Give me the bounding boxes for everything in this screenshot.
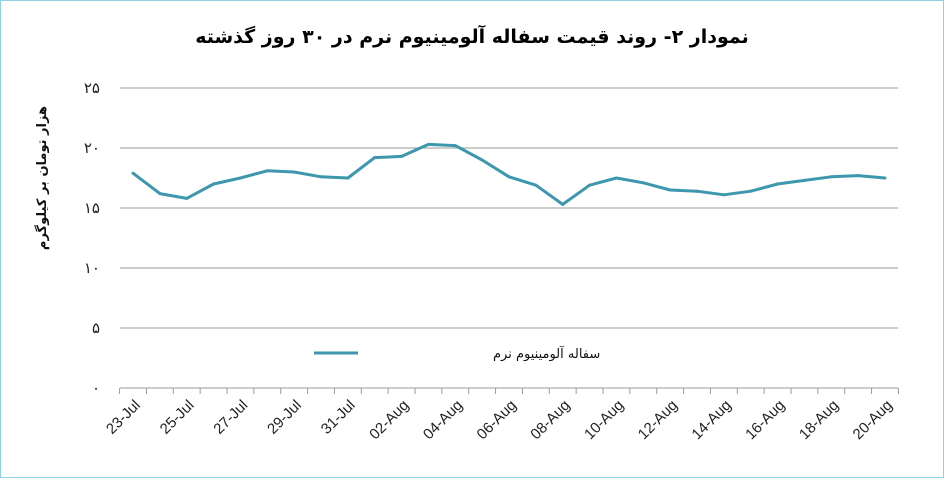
data-point	[883, 176, 887, 180]
x-tick-label: 27-Jul	[210, 397, 251, 438]
data-point	[614, 176, 618, 180]
data-point	[668, 188, 672, 192]
data-point	[802, 178, 806, 182]
data-point	[319, 175, 323, 179]
data-point	[776, 182, 780, 186]
x-tick-label: 31-Jul	[318, 397, 359, 438]
y-tick-label: ۲۵	[84, 80, 100, 97]
x-tick-label: 18-Aug	[796, 397, 842, 443]
x-tick-label: 04-Aug	[420, 397, 466, 443]
x-tick-label: 29-Jul	[264, 397, 305, 438]
y-tick-label: ۵	[92, 320, 100, 337]
data-point	[373, 156, 377, 160]
y-tick-label: ۱۰	[84, 260, 100, 277]
x-axis	[119, 387, 899, 394]
x-tick-label: 20-Aug	[850, 397, 896, 443]
data-point	[265, 169, 269, 173]
x-tick-label: 23-Jul	[103, 397, 144, 438]
data-point	[480, 158, 484, 162]
x-tick-label: 10-Aug	[581, 397, 627, 443]
x-axis-ticks: 23-Jul 25-Jul 27-Jul 29-Jul 31-Jul 02-Aug 04-A…	[103, 397, 896, 443]
x-tick-label: 02-Aug	[366, 397, 412, 443]
data-point	[212, 182, 216, 186]
series-group	[131, 142, 887, 206]
y-tick-label: ۱۵	[84, 200, 100, 217]
y-tick-label: ۰	[92, 380, 100, 397]
series-line	[132, 142, 886, 206]
data-point	[829, 175, 833, 179]
data-point	[534, 183, 538, 187]
y-tick-label: ۲۰	[84, 140, 100, 157]
data-point	[453, 144, 457, 148]
data-point	[346, 176, 350, 180]
x-tick-label: 16-Aug	[742, 397, 788, 443]
x-tick-label: 08-Aug	[527, 397, 573, 443]
data-point	[131, 171, 135, 175]
legend: سفاله آلومینیوم نرم	[314, 345, 600, 362]
data-point	[561, 202, 565, 206]
data-point	[400, 154, 404, 158]
data-point	[292, 170, 296, 174]
data-point	[722, 193, 726, 197]
data-point	[749, 189, 753, 193]
data-point	[426, 142, 430, 146]
data-point	[856, 174, 860, 178]
x-tick-label: 06-Aug	[474, 397, 520, 443]
data-point	[238, 176, 242, 180]
data-point	[695, 189, 699, 193]
data-point	[158, 192, 162, 196]
data-point	[588, 183, 592, 187]
data-point	[185, 196, 189, 200]
data-point	[507, 175, 511, 179]
y-axis-label: هزار تومان بر کیلوگرم	[34, 106, 50, 250]
x-tick-label: 12-Aug	[635, 397, 681, 443]
chart-title: نمودار ۲- روند قیمت سفاله آلومینیوم نرم …	[195, 26, 749, 48]
x-tick-label: 25-Jul	[157, 397, 198, 438]
grid-lines	[120, 87, 898, 329]
legend-label: سفاله آلومینیوم نرم	[493, 345, 600, 362]
y-axis-ticks: ۰ ۵ ۱۰ ۱۵ ۲۰ ۲۵	[84, 80, 100, 397]
x-tick-label: 14-Aug	[688, 397, 734, 443]
data-point	[641, 181, 645, 185]
